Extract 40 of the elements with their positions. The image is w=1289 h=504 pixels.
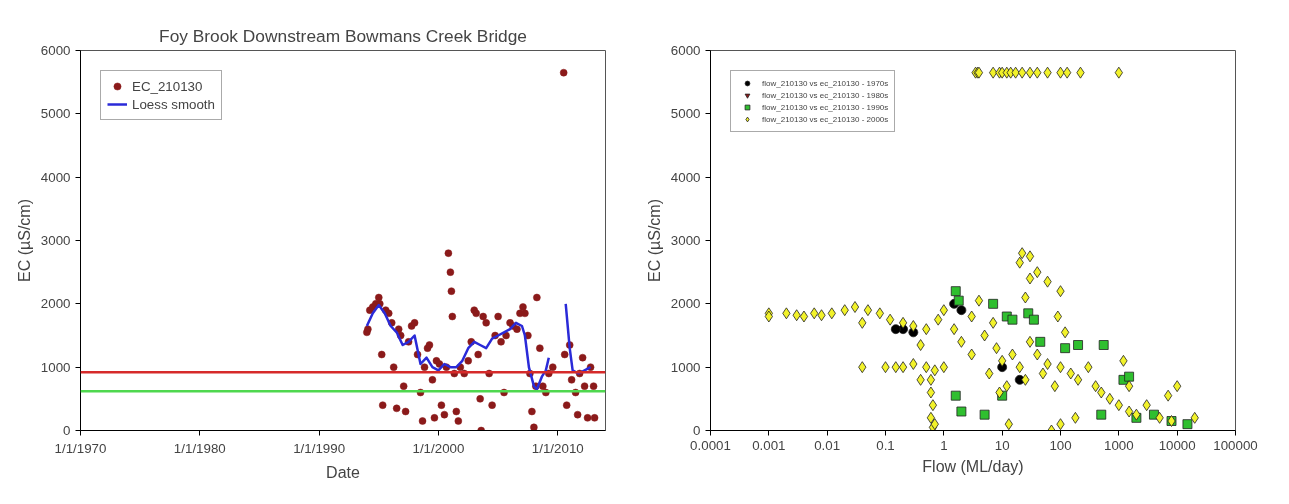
x-tick-label: 1/1/2000 (412, 440, 465, 456)
x-tick-label: 1/1/2010 (531, 440, 584, 456)
x-tick-label: 10 (994, 437, 1010, 453)
y-tick-label: 5000 (670, 106, 701, 122)
y-tick-label: 3000 (40, 233, 71, 248)
x-tick-label: 1/1/1990 (293, 440, 346, 456)
y-axis-title: EC (µS/cm) (645, 199, 663, 282)
x-tick-label: 0.001 (752, 437, 786, 453)
legend-label: flow_210130 vs ec_210130 - 1980s (762, 89, 889, 101)
legend-label: flow_210130 vs ec_210130 - 1990s (762, 101, 889, 113)
y-tick-label: 4000 (670, 169, 701, 185)
x-tick-label: 1 (940, 437, 948, 453)
y-tick-label: 2000 (670, 296, 701, 312)
x-tick-label: 0.0001 (690, 437, 731, 453)
x-tick-label: 0.01 (814, 437, 841, 453)
y-axis-title: EC (µS/cm) (15, 199, 33, 282)
x-tick-label: 100 (1049, 437, 1072, 453)
x-tick-label: 1000 (1104, 437, 1134, 453)
y-tick-label: 4000 (40, 169, 71, 185)
x-tick-label: 10000 (1158, 437, 1196, 453)
y-tick-label: 0 (63, 423, 71, 438)
legend-label: flow_210130 vs ec_210130 - 2000s (762, 113, 889, 125)
chart-title: Foy Brook Downstream Bowmans Creek Bridge (159, 25, 527, 46)
y-tick-label: 6000 (40, 43, 71, 58)
y-tick-label: 2000 (40, 296, 71, 312)
y-tick-label: 1000 (670, 359, 701, 375)
x-tick-label: 0.1 (876, 437, 895, 453)
y-tick-label: 1000 (40, 359, 71, 375)
x-tick-label: 1/1/1970 (54, 440, 107, 456)
y-tick-label: 6000 (670, 43, 701, 58)
y-tick-label: 5000 (40, 106, 71, 122)
x-axis-title: Flow (ML/day) (922, 457, 1024, 475)
y-tick-label: 0 (693, 423, 701, 438)
x-tick-label: 1/1/1980 (173, 440, 226, 456)
legend-label: flow_210130 vs ec_210130 - 1970s (762, 77, 889, 89)
legend-label: EC_210130 (132, 77, 203, 95)
x-axis-title: Date (326, 463, 360, 481)
x-tick-label: 100000 (1213, 437, 1258, 453)
legend-label: Loess smooth (132, 95, 215, 113)
y-tick-label: 3000 (670, 233, 701, 248)
